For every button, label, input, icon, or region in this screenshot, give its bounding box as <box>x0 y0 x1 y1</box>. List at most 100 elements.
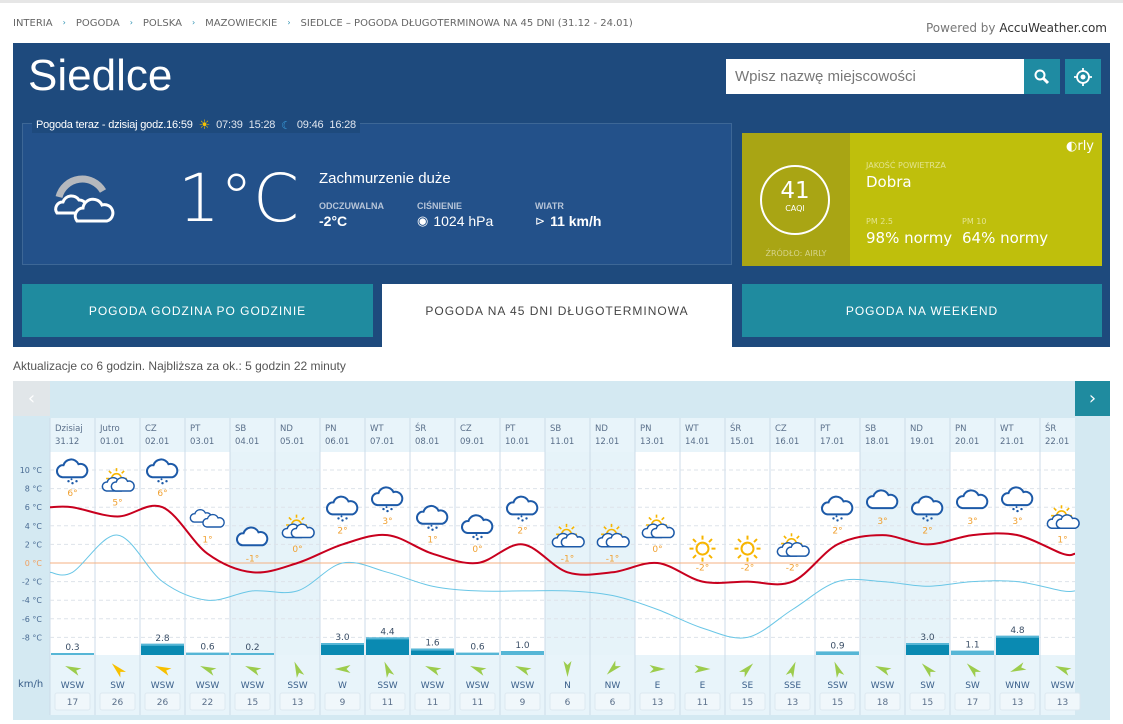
wind-direction-label: WSW <box>151 681 175 691</box>
wind-speed-box <box>324 692 361 711</box>
wind-speed-box <box>1044 692 1081 711</box>
day-date: 11.01 <box>550 437 574 447</box>
wind-unit-label: km/h <box>18 679 44 690</box>
y-tick-label: 6 °C <box>25 503 43 512</box>
tab-hourly[interactable]: POGODA GODZINA PO GODZINIE <box>22 284 373 337</box>
precipitation-label: 0.6 <box>200 643 215 653</box>
scroll-right-button[interactable]: › <box>1075 381 1110 416</box>
wind-direction-label: WSW <box>196 681 220 691</box>
search-button[interactable] <box>1024 59 1060 94</box>
day-temperature-label: -2° <box>786 564 799 574</box>
day-name: SB <box>550 424 561 434</box>
wind-direction-arrow-icon <box>334 665 351 673</box>
wind-direction-label: WSW <box>871 681 895 691</box>
air-quality-card[interactable]: 41 CAQI ŹRÓDŁO: AIRLY ◐rly JAKOŚĆ POWIETR… <box>742 133 1102 266</box>
wind-speed-box <box>459 692 496 711</box>
day-name: Jutro <box>99 424 120 434</box>
precipitation-label: 0.9 <box>830 641 845 651</box>
wind-speed-label: 6 <box>565 698 571 708</box>
precipitation-label: 2.8 <box>155 634 170 644</box>
day-date: 06.01 <box>325 437 349 447</box>
day-name: ND <box>910 424 923 434</box>
wind-direction-label: WSW <box>511 681 535 691</box>
pressure-icon: ◉ <box>417 213 429 228</box>
day-name: CZ <box>775 424 787 434</box>
day-temperature-label: 2° <box>337 526 347 536</box>
day-name: ND <box>280 424 293 434</box>
current-weather: Pogoda teraz - dzisiaj godz.16:59 ☀ 07:39… <box>22 117 732 265</box>
day-temperature-label: 1° <box>202 536 212 546</box>
accuweather-link[interactable]: AccuWeather.com <box>999 21 1107 35</box>
day-temperature-label: 2° <box>517 526 527 536</box>
wind-direction-arrow-icon <box>921 663 936 678</box>
location-target-icon <box>1074 67 1092 86</box>
wind-speed-box <box>774 692 811 711</box>
day-date: 16.01 <box>775 437 799 447</box>
powered-by: Powered by AccuWeather.com <box>926 21 1107 35</box>
weather-panel: Siedlce Pogoda teraz - dzisiaj godz.16:5… <box>13 43 1110 347</box>
weekend-column-shade <box>275 452 320 655</box>
breadcrumb-mazowieckie[interactable]: MAZOWIECKIE <box>205 18 278 29</box>
wind-speed-box <box>684 692 721 711</box>
day-temperature-label: 0° <box>292 545 302 555</box>
city-search-input[interactable] <box>726 59 1024 94</box>
airly-logo: ◐rly <box>1066 139 1094 154</box>
day-name: WT <box>1000 424 1014 434</box>
wind: WIATR ⊳ 11 km/h <box>535 201 601 229</box>
forecast-chart-svg: 10 °C 8 °C 6 °C 4 °C 2 °C 0 °C -2 °C -4 °C -6 °C… <box>20 418 1081 715</box>
day-date: 08.01 <box>415 437 439 447</box>
precipitation-bar-top <box>411 648 454 651</box>
current-temperature: 1°C <box>178 160 300 237</box>
sunset-time: 15:28 <box>248 119 276 131</box>
breadcrumb-polska[interactable]: POLSKA <box>142 18 182 29</box>
wind-speed-box <box>234 692 271 711</box>
wind-speed-label: 11 <box>427 698 438 708</box>
wind-speed-label: 17 <box>967 698 978 708</box>
wind-direction-arrow-icon <box>111 663 126 678</box>
y-tick-label: -6 °C <box>22 615 43 624</box>
day-temperature-label: 0° <box>652 545 662 555</box>
precipitation-label: 0.2 <box>245 643 259 653</box>
day-header-row <box>50 418 1075 452</box>
wind-direction-label: W <box>338 681 347 691</box>
scroll-left-button[interactable]: ‹ <box>13 381 50 416</box>
day-date: 20.01 <box>955 437 979 447</box>
wind-direction-label: WSW <box>421 681 445 691</box>
day-date: 01.01 <box>100 437 124 447</box>
precipitation-bar <box>321 643 364 655</box>
locate-button[interactable] <box>1065 59 1101 94</box>
wind-direction-arrow-icon <box>739 663 754 678</box>
current-time-label: Pogoda teraz - dzisiaj godz.16:59 <box>36 119 193 131</box>
wind-direction-arrow-icon <box>966 663 981 678</box>
wind-direction-label: SW <box>965 681 980 691</box>
wind-direction-label: WSW <box>61 681 85 691</box>
precipitation-label: 1.1 <box>965 641 979 651</box>
wind-speed-label: 26 <box>157 698 169 708</box>
day-date: 12.01 <box>595 437 619 447</box>
precipitation-bar <box>996 635 1039 655</box>
feels-like-value: -2°C <box>319 213 348 229</box>
wind-speed-box <box>369 692 406 711</box>
wind-speed-box <box>864 692 901 711</box>
wind-value: 11 km/h <box>550 213 602 229</box>
day-name: ŚR <box>1045 422 1056 434</box>
wind-direction-label: E <box>655 681 661 691</box>
search-icon <box>1034 69 1050 84</box>
tab-weekend[interactable]: POGODA NA WEEKEND <box>742 284 1102 337</box>
day-name: WT <box>685 424 699 434</box>
wind-direction-label: SE <box>742 681 754 691</box>
moon-icon: ☾ <box>281 119 291 132</box>
breadcrumb-interia[interactable]: INTERIA <box>13 18 53 29</box>
tab-45-days[interactable]: POGODA NA 45 DNI DŁUGOTERMINOWA <box>382 284 732 347</box>
pm10-label: PM 10 <box>962 217 987 226</box>
sun-icon: ☀ <box>198 117 211 132</box>
wind-direction-arrow-icon <box>694 665 711 673</box>
precipitation-label: 1.6 <box>425 639 440 649</box>
day-date: 17.01 <box>820 437 844 447</box>
day-name: PT <box>820 424 831 434</box>
current-weather-header: Pogoda teraz - dzisiaj godz.16:59 ☀ 07:39… <box>32 117 360 133</box>
day-temperature-label: -2° <box>696 564 709 574</box>
day-name: PN <box>640 424 651 434</box>
breadcrumb-pogoda[interactable]: POGODA <box>75 18 120 29</box>
day-name: ND <box>595 424 608 434</box>
